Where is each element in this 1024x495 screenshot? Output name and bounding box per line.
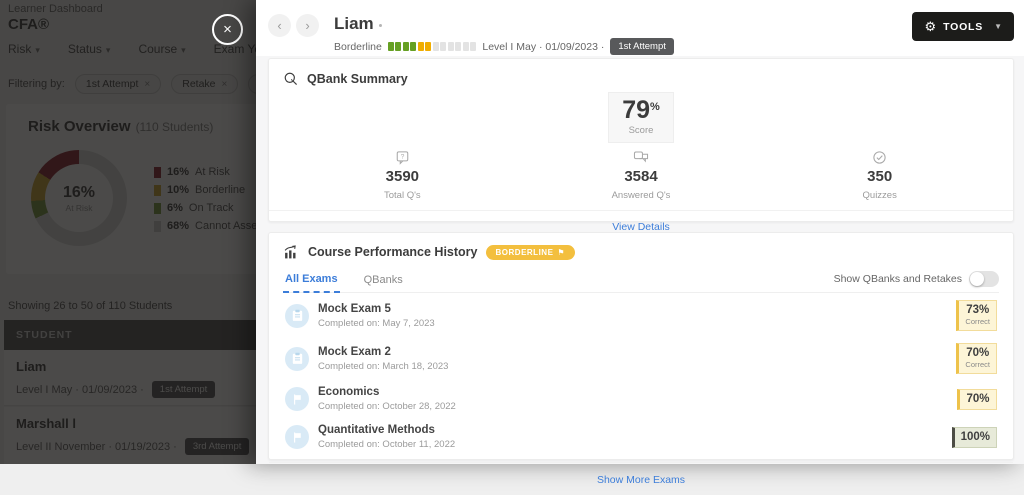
- stat-quizzes: 350 Quizzes: [760, 150, 999, 201]
- exam-row-quantitative-methods[interactable]: Quantitative Methods Completed on: Octob…: [283, 419, 999, 455]
- gear-icon: ⚙: [924, 19, 937, 34]
- toggle-label: Show QBanks and Retakes: [833, 272, 962, 285]
- show-more-exams-link[interactable]: Show More Exams: [596, 474, 686, 486]
- score-badge: 100%: [951, 426, 997, 448]
- clipboard-icon: [292, 352, 302, 364]
- exam-row-economics[interactable]: Economics Completed on: October 28, 2022…: [283, 381, 999, 417]
- check-circle-icon: [873, 151, 886, 164]
- risk-progress-meter: [387, 42, 477, 51]
- qbank-score-box: 79% Score: [608, 92, 674, 143]
- course-performance-history-card: Course Performance History BORDERLINE ⚑ …: [268, 232, 1014, 486]
- score-label: Score: [628, 125, 654, 136]
- tab-qbanks[interactable]: QBanks: [363, 273, 403, 286]
- risk-status-label: Borderline: [334, 40, 382, 53]
- chevron-right-icon: ›: [305, 18, 310, 33]
- bar-chart-icon: [284, 245, 296, 259]
- svg-text:?: ?: [400, 154, 404, 161]
- panel-header: ‹ › Liam Borderline Level I May · 01/09/…: [256, 0, 1024, 56]
- stat-total-questions: ? 3590 Total Q's: [283, 150, 522, 201]
- score-badge: 70%: [957, 388, 997, 410]
- history-tabs: All Exams QBanks Show QBanks and Retakes: [283, 269, 999, 293]
- student-detail-panel: ‹ › Liam Borderline Level I May · 01/09/…: [256, 0, 1024, 486]
- clipboard-icon: [292, 309, 302, 321]
- score-badge: 73% Correct: [956, 300, 997, 331]
- stat-answered-questions: 3584 Answered Q's: [522, 150, 761, 201]
- show-qbanks-retakes-toggle[interactable]: [969, 270, 999, 287]
- score-badge: 70% Correct: [956, 343, 997, 374]
- view-details-link[interactable]: View Details: [612, 221, 670, 233]
- qbank-summary-title: QBank Summary: [307, 72, 408, 86]
- chevron-left-icon: ‹: [277, 18, 282, 33]
- exam-row-mock-exam-5[interactable]: Mock Exam 5 Completed on: May 7, 2023 73…: [283, 295, 999, 336]
- student-meta: Level I May · 01/09/2023 ·: [482, 40, 605, 53]
- close-icon: ×: [223, 21, 232, 38]
- flag-icon: [293, 393, 301, 405]
- flag-icon: ⚑: [557, 247, 566, 257]
- chevron-down-icon: ▼: [994, 22, 1002, 31]
- tools-button[interactable]: ⚙ TOOLS ▼: [912, 12, 1014, 41]
- tab-all-exams[interactable]: All Exams: [283, 269, 340, 293]
- info-dot-icon: [378, 24, 382, 27]
- borderline-status-badge: BORDERLINE ⚑: [485, 244, 576, 260]
- exam-row-mock-exam-2[interactable]: Mock Exam 2 Completed on: March 18, 2023…: [283, 338, 999, 379]
- previous-student-button[interactable]: ‹: [268, 14, 291, 37]
- student-name-title: Liam: [334, 14, 374, 33]
- flag-icon: [293, 431, 301, 443]
- next-student-button[interactable]: ›: [296, 14, 319, 37]
- chat-bubbles-icon: [633, 151, 649, 163]
- close-panel-button[interactable]: ×: [212, 14, 243, 45]
- qbank-summary-card: QBank Summary 79% Score ? 3590 Total Q's: [268, 58, 1014, 233]
- history-title: Course Performance History: [308, 245, 478, 259]
- question-bubble-icon: ?: [396, 151, 409, 165]
- attempt-badge: 1st Attempt: [610, 38, 674, 55]
- qbank-magnifier-icon: [284, 72, 298, 86]
